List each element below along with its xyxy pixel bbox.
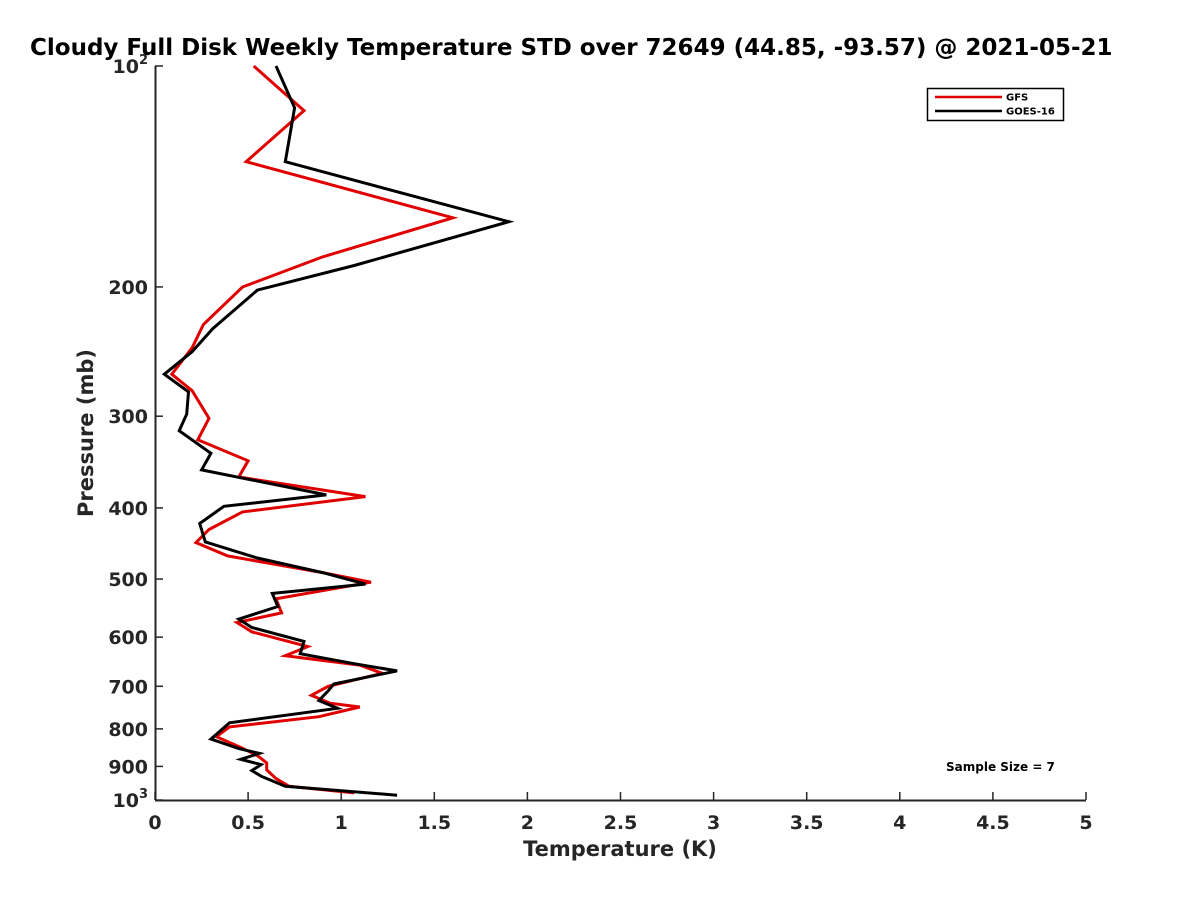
x-tick-label: 5 <box>1079 812 1092 834</box>
y-tick-label: 300 <box>108 406 148 428</box>
y-ticks: 102 200 300 400 500 600 700 800 900 103 <box>108 53 163 812</box>
y-tick-label: 400 <box>108 498 148 520</box>
series-lines <box>161 64 515 797</box>
x-ticks: 0 0.5 1 1.5 2 2.5 3 3.5 4 4.5 5 <box>148 792 1093 834</box>
series-line-goes16 <box>161 65 515 797</box>
x-tick-label: 3.5 <box>790 812 824 834</box>
y-axis-title: Pressure (mb) <box>74 349 98 517</box>
y-tick-label: 200 <box>108 277 148 299</box>
x-tick-label: 4 <box>893 812 906 834</box>
x-tick-label: 1.5 <box>417 812 451 834</box>
y-tick-label: 600 <box>108 627 148 649</box>
legend-box <box>926 87 1065 122</box>
sample-size-annotation: Sample Size = 7 <box>946 760 1055 774</box>
x-tick-label: 1 <box>335 812 348 834</box>
y-tick-label: 900 <box>108 756 148 778</box>
x-tick-label: 2 <box>521 812 534 834</box>
axes <box>154 66 1086 802</box>
y-tick-label: 700 <box>108 676 148 698</box>
series-line-gfs <box>169 64 459 795</box>
legend-label-goes16: GOES-16 <box>1006 107 1055 118</box>
y-tick-label: 800 <box>108 719 148 741</box>
legend-label-gfs: GFS <box>1006 93 1028 104</box>
y-tick-label: 102 <box>113 53 149 78</box>
legend: GFS GOES-16 <box>926 87 1065 122</box>
x-tick-label: 3 <box>707 812 720 834</box>
x-tick-label: 4.5 <box>976 812 1010 834</box>
x-tick-label: 2.5 <box>604 812 638 834</box>
y-tick-label: 500 <box>108 569 148 591</box>
y-tick-label: 103 <box>113 787 149 812</box>
chart-title: Cloudy Full Disk Weekly Temperature STD … <box>30 35 1113 61</box>
x-axis-title: Temperature (K) <box>523 837 717 861</box>
x-tick-label: 0.5 <box>231 812 265 834</box>
x-tick-label: 0 <box>148 812 161 834</box>
